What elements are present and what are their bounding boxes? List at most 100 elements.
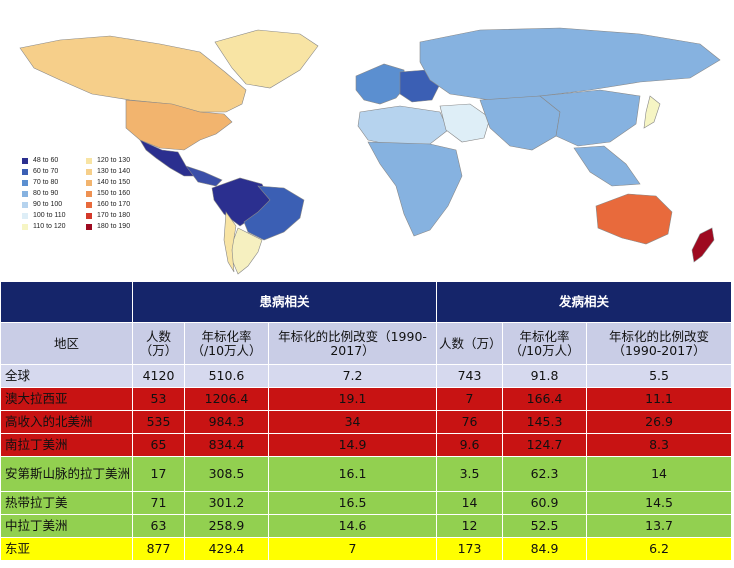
- legend-item: 120 to 130: [86, 157, 150, 164]
- cell-p-people: 877: [132, 537, 185, 561]
- legend-swatch: [22, 201, 28, 208]
- legend-item: 140 to 150: [86, 179, 150, 186]
- legend-label: 120 to 130: [97, 157, 131, 164]
- table-row: 东亚 877 429.4 7 173 84.9 6.2: [0, 537, 733, 561]
- header-empty-cell: [0, 281, 133, 323]
- legend-row: 80 to 90 150 to 160: [22, 188, 182, 199]
- cell-i-people: 12: [436, 514, 504, 538]
- table-row: 热带拉丁美 71 301.2 16.5 14 60.9 14.5: [0, 491, 733, 515]
- legend-swatch: [22, 212, 28, 219]
- cell-i-rate: 84.9: [502, 537, 588, 561]
- cell-p-change: 19.1: [267, 387, 438, 411]
- cell-region: 安第斯山脉的拉丁美洲: [0, 456, 133, 492]
- col-rate: 年标化率（/10万人）: [184, 322, 269, 365]
- col-change2: 年标化的比例改变（1990-2017）: [586, 322, 733, 365]
- cell-p-rate: 510.6: [184, 364, 269, 388]
- cell-i-change: 6.2: [586, 537, 733, 561]
- cell-i-people: 3.5: [436, 456, 504, 492]
- legend-swatch: [86, 179, 92, 186]
- table-row: 中拉丁美洲 63 258.9 14.6 12 52.5 13.7: [0, 514, 733, 538]
- region-new-zealand: [691, 227, 715, 263]
- table-group-header: 患病相关 发病相关: [0, 281, 733, 323]
- legend-swatch: [86, 201, 92, 208]
- cell-i-change: 8.3: [586, 433, 733, 457]
- cell-p-rate: 429.4: [184, 537, 269, 561]
- cell-i-people: 173: [436, 537, 504, 561]
- legend-swatch: [86, 168, 92, 175]
- cell-i-rate: 52.5: [502, 514, 588, 538]
- header-prevalence: 患病相关: [131, 281, 438, 323]
- cell-p-people: 535: [132, 410, 185, 434]
- cell-i-rate: 91.8: [502, 364, 588, 388]
- region-chile: [223, 211, 237, 273]
- cell-p-rate: 984.3: [184, 410, 269, 434]
- legend-label: 70 to 80: [33, 179, 59, 186]
- table-row: 南拉丁美洲 65 834.4 14.9 9.6 124.7 8.3: [0, 433, 733, 457]
- table-row: 安第斯山脉的拉丁美洲 17 308.5 16.1 3.5 62.3 14: [0, 456, 733, 492]
- legend-swatch: [86, 190, 92, 197]
- cell-p-change: 16.1: [267, 456, 438, 492]
- legend-item: 130 to 140: [86, 168, 150, 175]
- col-region: 地区: [0, 322, 133, 365]
- cell-i-change: 14: [586, 456, 733, 492]
- cell-i-change: 5.5: [586, 364, 733, 388]
- legend-label: 130 to 140: [97, 168, 131, 175]
- cell-p-change: 7: [267, 537, 438, 561]
- legend-item: 60 to 70: [22, 168, 86, 175]
- cell-i-rate: 124.7: [502, 433, 588, 457]
- cell-p-people: 63: [132, 514, 185, 538]
- table-row: 全球 4120 510.6 7.2 743 91.8 5.5: [0, 364, 733, 388]
- cell-region: 南拉丁美洲: [0, 433, 133, 457]
- cell-p-rate: 301.2: [184, 491, 269, 515]
- cell-region: 高收入的北美洲: [0, 410, 133, 434]
- col-people2: 人数（万）: [436, 322, 504, 365]
- legend-row: 60 to 70 130 to 140: [22, 166, 182, 177]
- legend-swatch: [86, 157, 92, 164]
- cell-p-people: 65: [132, 433, 185, 457]
- region-canada: [19, 35, 247, 113]
- region-greenland: [214, 29, 319, 89]
- cell-region: 澳大拉西亚: [0, 387, 133, 411]
- legend-label: 80 to 90: [33, 190, 59, 197]
- region-japan: [643, 95, 661, 129]
- legend-item: 90 to 100: [22, 201, 86, 208]
- region-europe: [355, 63, 407, 105]
- legend-row: 90 to 100 160 to 170: [22, 199, 182, 210]
- cell-i-people: 14: [436, 491, 504, 515]
- cell-p-people: 53: [132, 387, 185, 411]
- cell-p-rate: 1206.4: [184, 387, 269, 411]
- cell-i-rate: 62.3: [502, 456, 588, 492]
- legend-item: 48 to 60: [22, 157, 86, 164]
- data-table: 患病相关 发病相关 地区 人数（万） 年标化率（/10万人） 年标化的比例改变（…: [0, 281, 733, 561]
- legend-row: 70 to 80 140 to 150: [22, 177, 182, 188]
- world-map: [19, 27, 721, 275]
- cell-i-rate: 166.4: [502, 387, 588, 411]
- legend-label: 100 to 110: [33, 212, 66, 219]
- cell-i-change: 14.5: [586, 491, 733, 515]
- cell-region: 东亚: [0, 537, 133, 561]
- cell-p-change: 14.6: [267, 514, 438, 538]
- region-asia: [479, 95, 561, 151]
- region-russia: [419, 27, 721, 101]
- cell-region: 热带拉丁美: [0, 491, 133, 515]
- legend-label: 180 to 190: [97, 223, 131, 230]
- legend-item: 70 to 80: [22, 179, 86, 186]
- cell-p-rate: 308.5: [184, 456, 269, 492]
- col-rate2: 年标化率（/10万人）: [502, 322, 588, 365]
- table-sub-header: 地区 人数（万） 年标化率（/10万人） 年标化的比例改变（1990-2017）…: [0, 322, 733, 365]
- legend-swatch: [22, 157, 28, 164]
- legend-label: 170 to 180: [97, 212, 131, 219]
- legend-item: 110 to 120: [22, 223, 86, 230]
- legend-label: 150 to 160: [97, 190, 131, 197]
- cell-region: 全球: [0, 364, 133, 388]
- legend-swatch: [86, 212, 92, 219]
- region-usa: [125, 99, 233, 151]
- legend-item: 100 to 110: [22, 212, 86, 219]
- legend-swatch: [86, 223, 92, 230]
- table-row: 高收入的北美洲 535 984.3 34 76 145.3 26.9: [0, 410, 733, 434]
- legend-item: 80 to 90: [22, 190, 86, 197]
- cell-p-change: 16.5: [267, 491, 438, 515]
- cell-i-people: 9.6: [436, 433, 504, 457]
- map-legend: 48 to 60 120 to 130 60 to 70 130 to 140 70 t…: [22, 155, 182, 232]
- cell-i-change: 11.1: [586, 387, 733, 411]
